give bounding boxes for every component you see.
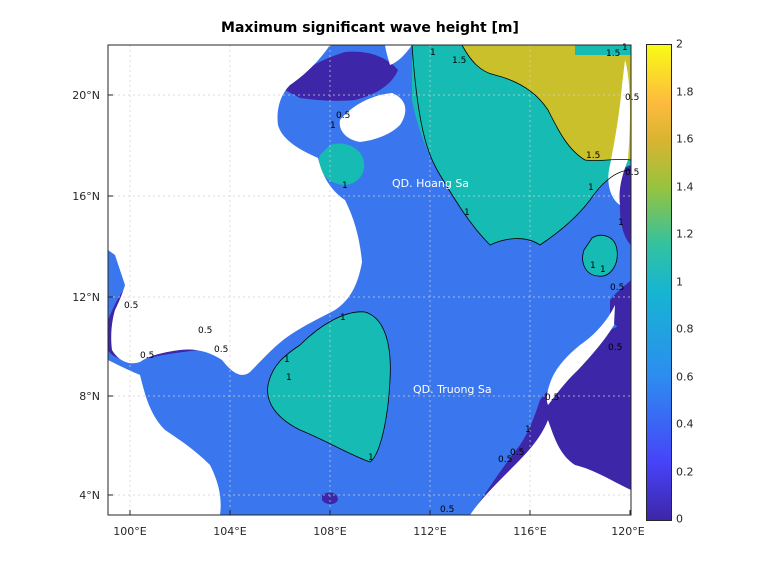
contour-label: 1 [622, 43, 628, 53]
contour-label: 0.5 [608, 343, 622, 353]
place-label-spratly: QD. Truong Sa [413, 383, 492, 396]
y-tick-label: 20°N [72, 89, 100, 102]
colorbar-tick-label: 1.2 [676, 227, 694, 241]
land-mainland [108, 45, 362, 375]
land-china-coast [385, 45, 412, 65]
contour-label: 0.5 [440, 505, 454, 515]
colorbar-tick-label: 0.8 [676, 322, 694, 336]
land-luzon [608, 60, 630, 205]
contour-label: 0.5 [214, 345, 228, 355]
colorbar-tick-label: 0.4 [676, 417, 694, 431]
contour-label: 1 [286, 373, 292, 383]
contour-label: 0.5 [198, 326, 212, 336]
x-tick-label: 112°E [413, 525, 446, 538]
contour-label: 0.5 [625, 93, 639, 103]
sea-high-corner [575, 45, 631, 55]
contour-label: 1 [342, 181, 348, 191]
contour-label: 1.5 [452, 56, 466, 66]
contour-label: 1 [588, 183, 594, 193]
colorbar [646, 44, 672, 521]
y-tick-label: 12°N [72, 291, 100, 304]
sea-low-region-east-coast [618, 165, 631, 245]
colorbar-tick-label: 2 [676, 37, 683, 51]
colorbar-tick-label: 0 [676, 512, 683, 526]
contour-label: 1 [600, 265, 606, 275]
contour-label: 0.5 [498, 455, 512, 465]
contour-label: 0.5 [510, 448, 524, 458]
contour-label: 0.5 [336, 111, 350, 121]
y-tick-label: 8°N [79, 390, 100, 403]
contour-label: 1 [618, 218, 624, 228]
tick-marks [108, 94, 631, 515]
land-hainan [339, 93, 406, 142]
contour-label: 1 [464, 208, 470, 218]
sea-high-region-tonkin [318, 143, 365, 185]
contour-label: 1 [330, 121, 336, 131]
contour-label: 1 [340, 313, 346, 323]
contour-label-group: 1 1.5 1 1.5 1.5 1 1 0.5 1 1 0.5 0.5 0.5 … [124, 43, 639, 515]
x-tick-label: 104°E [213, 525, 246, 538]
sea-peak-region [462, 45, 631, 161]
x-tick-label: 108°E [313, 525, 346, 538]
colorbar-tick-label: 0.6 [676, 370, 694, 383]
contour-label: 1.5 [606, 49, 620, 59]
land-east-islands [560, 472, 602, 502]
contour-label: 1 [430, 48, 436, 58]
colorbar-tick-label: 1 [676, 275, 683, 288]
colorbar-tick-label: 0.2 [676, 465, 694, 478]
contour-label: 1 [284, 355, 290, 365]
x-tick-label: 100°E [113, 525, 146, 538]
colorbar-tick-label: 1.4 [676, 180, 694, 193]
contour-label: 1 [368, 453, 374, 463]
colorbar-tick-label: 1.6 [676, 132, 694, 146]
map-title: Maximum significant wave height [m] [221, 20, 519, 36]
contour-label: 0.5 [545, 393, 559, 403]
land-malay-peninsula [108, 360, 221, 515]
y-tick-label: 4°N [79, 489, 100, 502]
place-label-paracel: QD. Hoang Sa [392, 177, 469, 190]
contour-label: 0.5 [625, 168, 639, 178]
sea-low-region-north [285, 51, 398, 101]
plot-frame [107, 44, 632, 516]
contour-label: 0.5 [610, 283, 624, 293]
x-tick-label: 120°E [611, 525, 644, 538]
contour-label: 1 [590, 261, 596, 271]
sea-high-region-east [582, 235, 618, 277]
y-tick-label: 16°N [72, 190, 100, 203]
contour-lines [267, 44, 632, 463]
contour-label: 1.5 [586, 151, 600, 161]
sea-low-region-palawan [610, 280, 631, 331]
sea-low-region-south [470, 320, 631, 515]
land-palawan [546, 305, 615, 405]
sea-high-region-south [267, 311, 391, 462]
contour-label: 0.5 [124, 301, 138, 311]
colorbar-tick-label: 1.8 [676, 85, 694, 98]
sea-low-region-borneo [322, 492, 338, 505]
gridlines [108, 45, 631, 515]
contour-label: 0.5 [140, 351, 154, 361]
x-tick-label: 116°E [513, 525, 546, 538]
contour-label: 1 [525, 425, 531, 435]
